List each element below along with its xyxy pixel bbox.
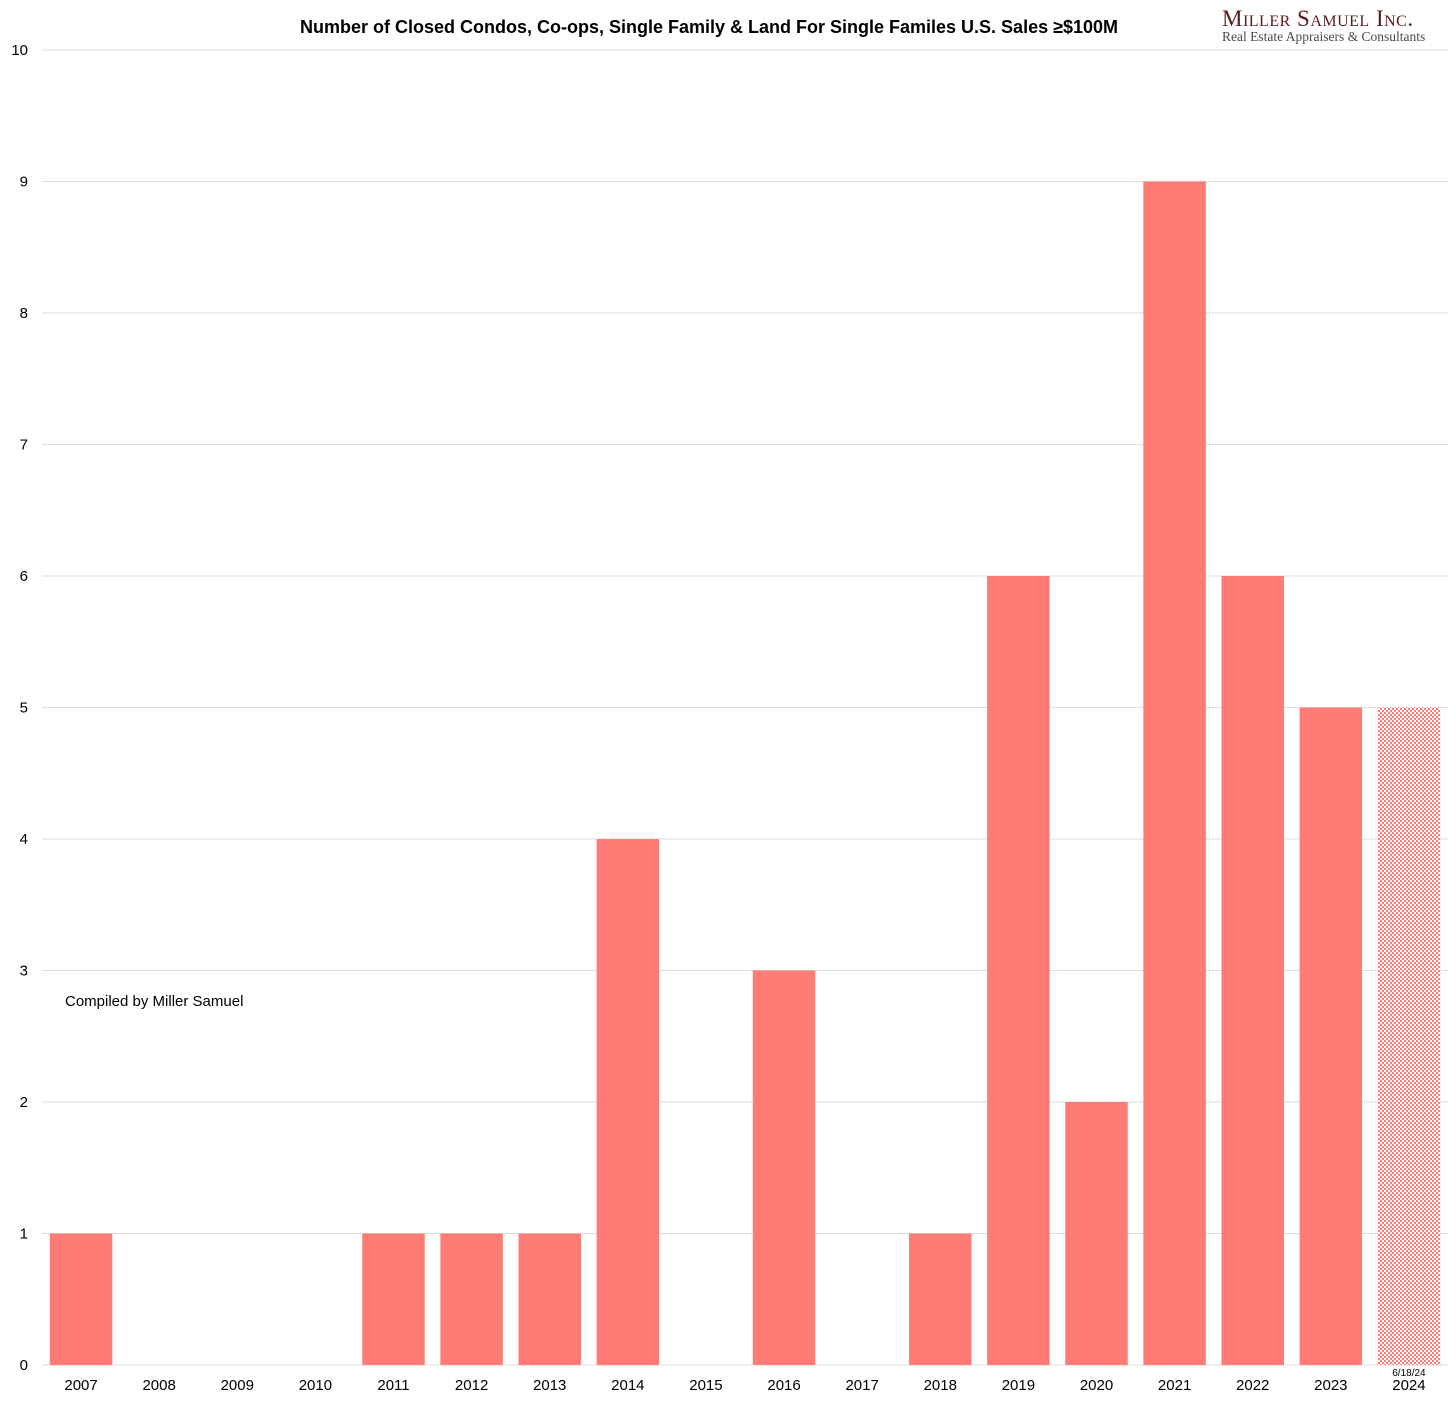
bar-2022 <box>1221 576 1284 1365</box>
x-tick-label: 2008 <box>142 1377 175 1394</box>
y-axis-ticks: 0 1 2 3 4 5 6 7 8 9 10 <box>11 42 28 1374</box>
chart-annotation: Compiled by Miller Samuel <box>65 993 244 1010</box>
y-tick-label: 9 <box>20 174 28 191</box>
bar-2013 <box>518 1233 581 1365</box>
y-tick-label: 0 <box>20 1357 28 1374</box>
bar-2012 <box>440 1233 503 1365</box>
x-tick-label: 2017 <box>845 1377 878 1394</box>
bar-2018 <box>909 1233 972 1365</box>
chart-title: Number of Closed Condos, Co-ops, Single … <box>299 17 1119 37</box>
y-tick-label: 8 <box>20 305 28 322</box>
bar-2011 <box>362 1233 425 1365</box>
x-tick-label: 2007 <box>64 1377 97 1394</box>
x-tick-label: 2024 <box>1392 1377 1425 1394</box>
partial-period-label: 6/18/24 <box>1392 1368 1426 1379</box>
x-tick-label: 2011 <box>377 1377 409 1394</box>
y-tick-label: 7 <box>20 437 28 454</box>
x-tick-label: 2013 <box>533 1377 566 1394</box>
bar-2021 <box>1143 181 1206 1365</box>
x-tick-label: 2020 <box>1080 1377 1113 1394</box>
logo-name: Miller Samuel Inc. <box>1222 6 1452 32</box>
x-tick-label: 2014 <box>611 1377 644 1394</box>
bar-2014 <box>596 839 660 1365</box>
bar-2016 <box>752 970 816 1365</box>
bar-2024 <box>1377 707 1441 1365</box>
bar-2007 <box>49 1233 113 1365</box>
x-tick-label: 2010 <box>299 1377 332 1394</box>
y-tick-label: 1 <box>20 1226 28 1243</box>
y-tick-label: 10 <box>11 42 28 59</box>
x-tick-label: 2019 <box>1002 1377 1035 1394</box>
x-tick-label: 2009 <box>221 1377 254 1394</box>
x-tick-label: 2021 <box>1158 1377 1191 1394</box>
bars <box>49 181 1441 1365</box>
bar-2023 <box>1299 707 1363 1365</box>
x-tick-label: 2015 <box>689 1377 722 1394</box>
x-axis-ticks: 2007 2008 2009 2010 2011 2012 2013 2014 2015 2016… <box>64 1368 1426 1394</box>
bar-2019 <box>987 576 1050 1365</box>
x-tick-label: 2023 <box>1314 1377 1347 1394</box>
logo-name-text: Miller Samuel Inc. <box>1222 6 1414 31</box>
logo-tagline: Real Estate Appraisers & Consultants <box>1222 29 1426 44</box>
y-tick-label: 2 <box>20 1094 28 1111</box>
x-tick-label: 2022 <box>1236 1377 1269 1394</box>
x-tick-label: 2016 <box>767 1377 800 1394</box>
logo: Miller Samuel Inc. Real Estate Appraiser… <box>1222 6 1452 45</box>
x-tick-label: 2018 <box>924 1377 957 1394</box>
x-tick-label: 2012 <box>455 1377 488 1394</box>
y-tick-label: 5 <box>20 700 28 717</box>
y-tick-label: 3 <box>20 963 28 980</box>
gridlines <box>42 49 1448 1366</box>
y-tick-label: 6 <box>20 568 28 585</box>
bar-2020 <box>1065 1102 1128 1365</box>
y-tick-label: 4 <box>20 831 28 848</box>
